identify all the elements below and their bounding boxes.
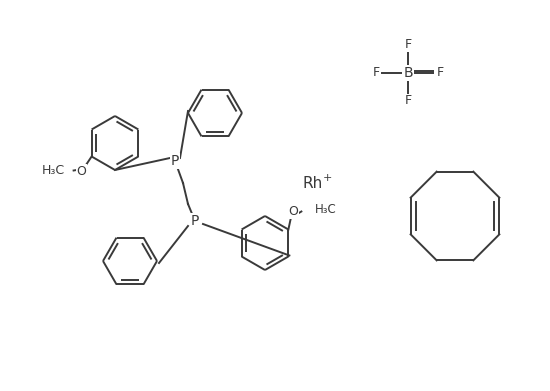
Text: F: F — [372, 66, 379, 79]
Text: P: P — [191, 214, 199, 228]
Text: F: F — [437, 66, 443, 79]
Text: H₃C: H₃C — [315, 203, 336, 216]
Text: O: O — [288, 205, 298, 218]
Text: +: + — [323, 173, 332, 183]
Text: F: F — [404, 95, 411, 108]
Text: P: P — [171, 154, 179, 168]
Text: F: F — [404, 38, 411, 52]
Text: H₃C: H₃C — [42, 164, 65, 177]
Text: O: O — [76, 165, 86, 178]
Text: B: B — [403, 66, 413, 80]
Text: Rh: Rh — [302, 176, 322, 190]
